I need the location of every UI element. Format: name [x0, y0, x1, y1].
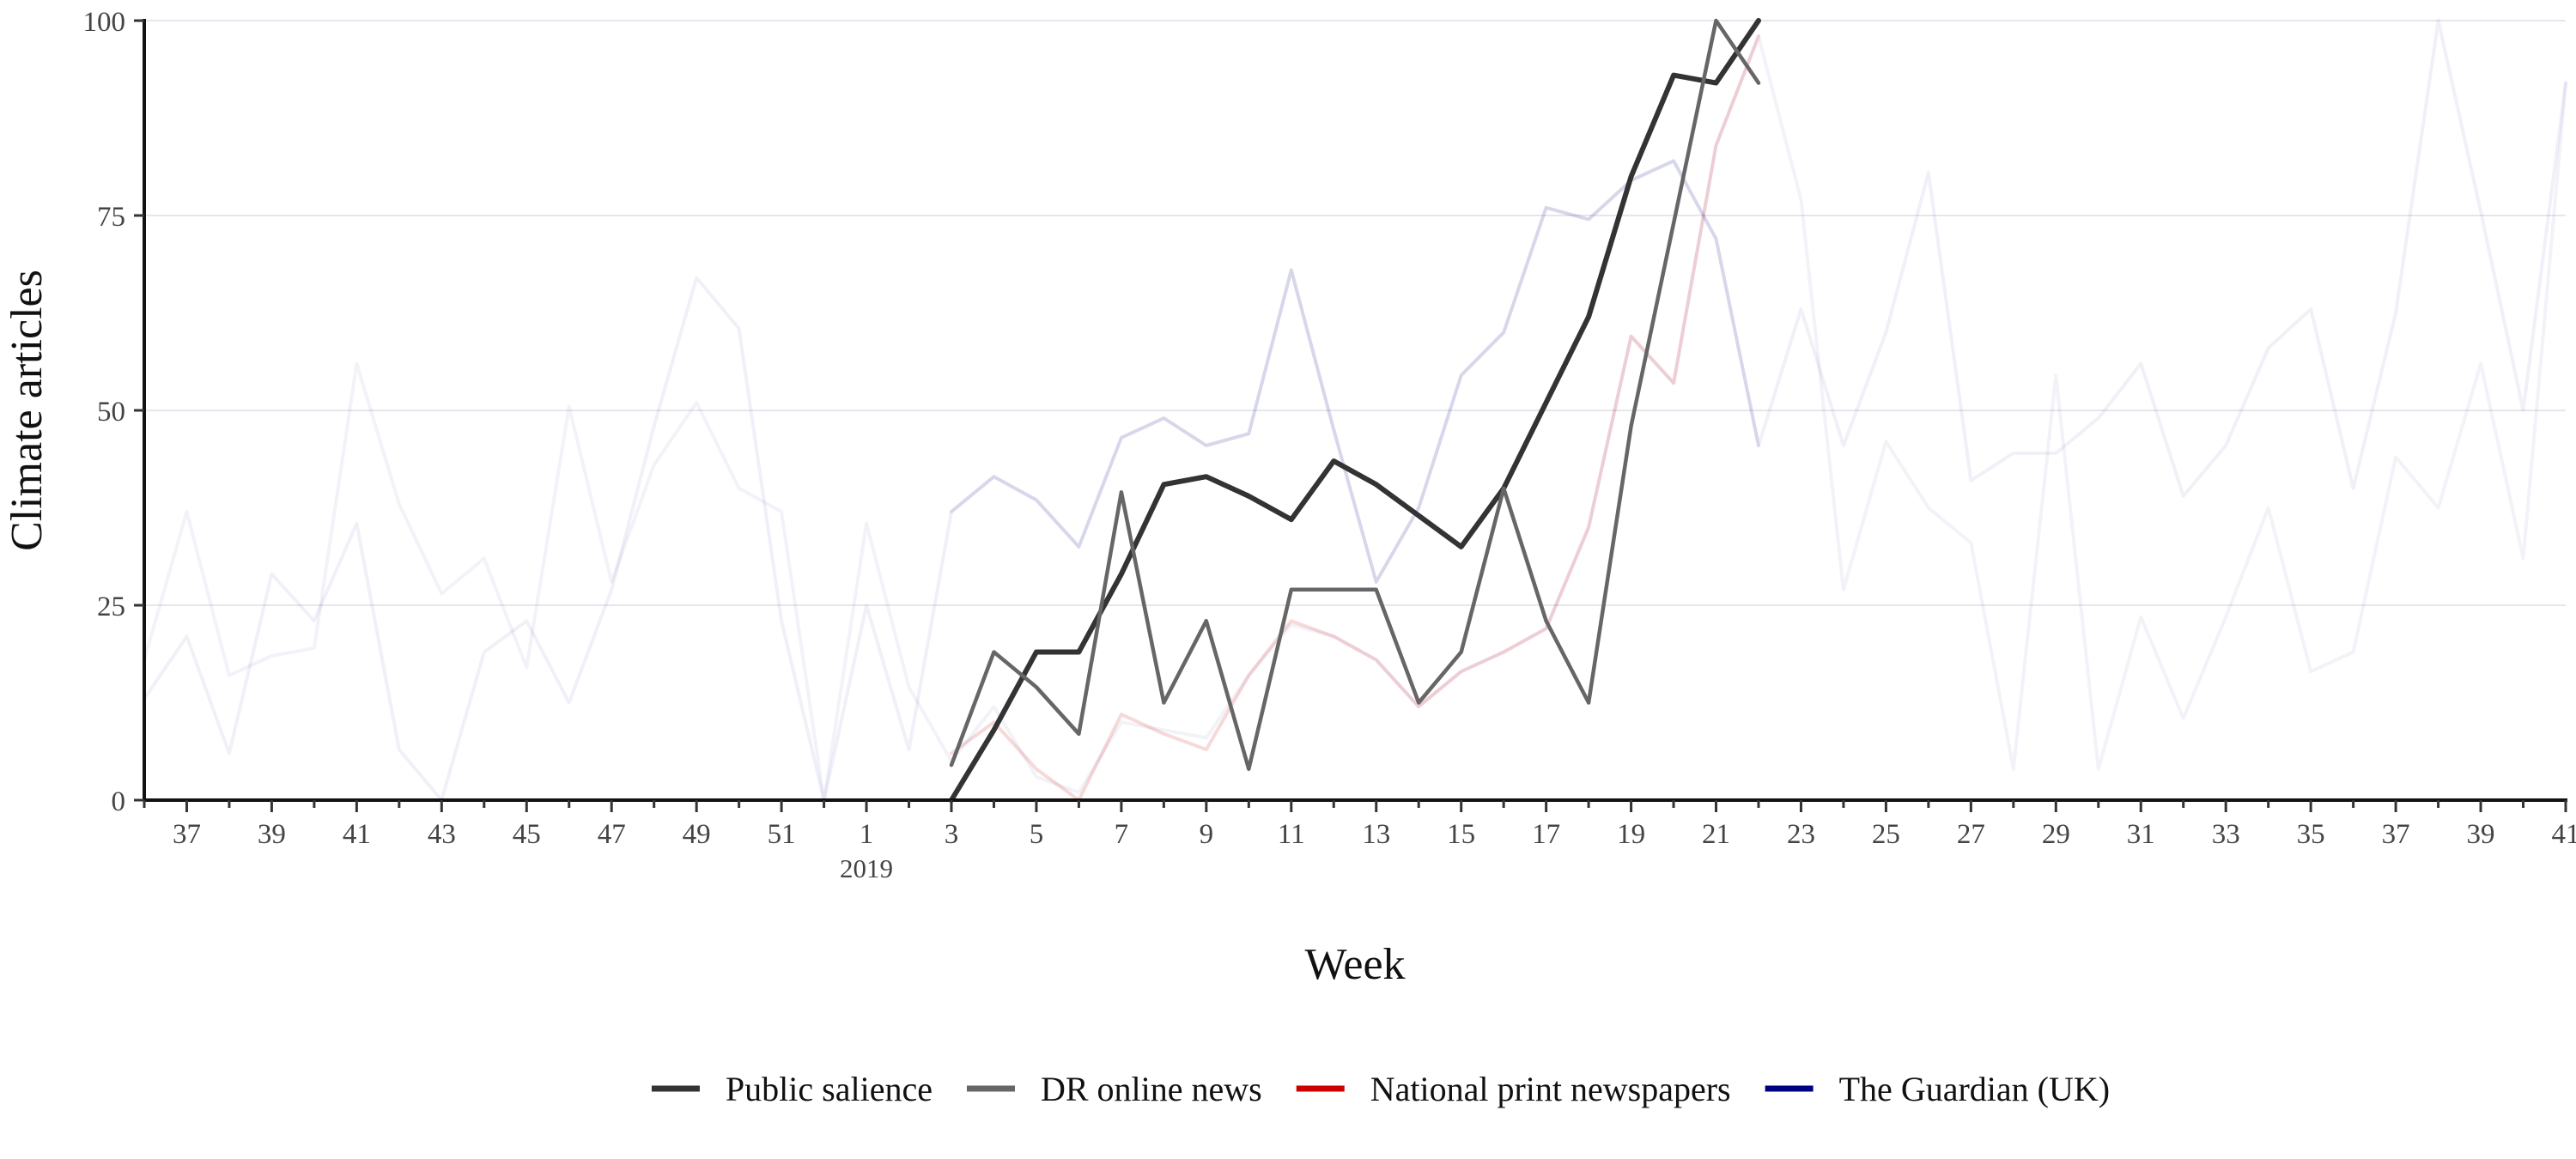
series-line-public-salience — [949, 18, 1761, 803]
x-tick-label: 37 — [173, 819, 201, 850]
legend-label: The Guardian (UK) — [1839, 1070, 2110, 1108]
x-tick-label: 31 — [2127, 819, 2155, 850]
y-tick-label: 50 — [97, 397, 125, 428]
x-tick-label: 9 — [1200, 819, 1214, 850]
x-tick-label: 3 — [945, 819, 959, 850]
series-line-the-guardian-uk- — [950, 159, 1760, 584]
x-tick-label: 17 — [1532, 819, 1560, 850]
x-axis-ticks: 37 39 41 43 45 47 49 51 1 3 5 7 9 11 13 15 17 19 21 23 25 27 2… — [143, 800, 2576, 850]
legend-label: Public salience — [726, 1070, 933, 1108]
x-tick-label: 1 — [860, 819, 874, 850]
series-lines — [143, 18, 2567, 803]
legend: Public salience DR online news National pr… — [651, 1070, 2110, 1108]
y-tick-label: 100 — [83, 7, 126, 38]
x-tick-label: 47 — [598, 819, 626, 850]
series-line-dr-online-news — [949, 18, 1761, 771]
x-tick-label: 45 — [513, 819, 541, 850]
x-tick-label: 5 — [1030, 819, 1044, 850]
x-tick-label: 7 — [1115, 819, 1129, 850]
x-tick-label: 33 — [2212, 819, 2240, 850]
x-tick-label: 49 — [683, 819, 711, 850]
series-line-national-print-newspapers — [950, 34, 1760, 802]
x-axis-title: Week — [1304, 940, 1405, 989]
x-tick-label: 41 — [343, 819, 371, 850]
year-annotation: 2019 — [840, 853, 893, 883]
x-tick-label: 25 — [1872, 819, 1900, 850]
x-tick-label: 23 — [1787, 819, 1815, 850]
legend-label: DR online news — [1041, 1070, 1262, 1108]
x-tick-label: 29 — [2042, 819, 2070, 850]
series-line-faint-5 — [143, 34, 2567, 802]
x-tick-label: 43 — [428, 819, 456, 850]
x-tick-label: 11 — [1278, 819, 1305, 850]
y-tick-label: 25 — [97, 592, 125, 622]
x-tick-label: 35 — [2297, 819, 2325, 850]
x-tick-label: 41 — [2552, 819, 2576, 850]
x-tick-label: 51 — [768, 819, 796, 850]
x-tick-label: 21 — [1702, 819, 1730, 850]
legend-label: National print newspapers — [1370, 1070, 1731, 1108]
x-tick-label: 39 — [2467, 819, 2495, 850]
x-tick-label: 19 — [1617, 819, 1645, 850]
x-tick-label: 15 — [1447, 819, 1475, 850]
y-tick-label: 0 — [112, 786, 126, 817]
y-axis-title: Climate articles — [3, 270, 52, 551]
x-tick-label: 13 — [1362, 819, 1390, 850]
x-tick-label: 39 — [258, 819, 286, 850]
x-tick-label: 37 — [2382, 819, 2410, 850]
gridlines — [144, 20, 2566, 606]
series-line-faint-4 — [143, 19, 2567, 802]
y-axis-ticks: 0 25 50 75 100 — [83, 7, 144, 817]
x-tick-label: 27 — [1957, 819, 1985, 850]
y-tick-label: 75 — [97, 202, 125, 233]
